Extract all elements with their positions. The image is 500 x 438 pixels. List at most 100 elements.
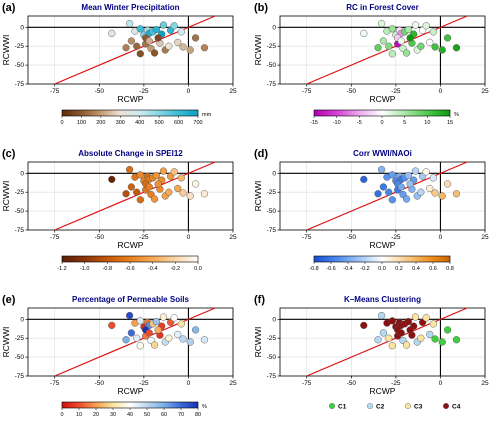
- y-tick-label: -50: [15, 354, 25, 361]
- data-point: [170, 22, 178, 30]
- x-axis-label: RCWP: [370, 386, 396, 396]
- data-point: [411, 167, 420, 175]
- data-point: [145, 329, 153, 337]
- data-point: [397, 37, 405, 45]
- panel-c: (c) Absolute Change in SPEI12 -75 -50 -25 0 25…: [1, 148, 237, 272]
- y-tick-label: 0: [20, 24, 24, 31]
- x-tick-label: -25: [391, 234, 401, 241]
- panel-f: (f) K–Means Clustering -75 -50 -25 0 25 0 -25 -50…: [253, 294, 489, 411]
- x-tick-label: -75: [302, 88, 312, 95]
- colorbar-tick-label: 700: [193, 120, 202, 126]
- data-point: [438, 338, 446, 346]
- data-point: [154, 326, 162, 334]
- plot-frame: [27, 307, 234, 377]
- y-tick-label: 0: [272, 24, 276, 31]
- colorbar: [61, 255, 199, 263]
- data-point: [150, 49, 159, 57]
- data-point: [385, 42, 393, 50]
- colorbar: [313, 255, 451, 263]
- data-point: [174, 330, 182, 339]
- data-point: [133, 188, 141, 196]
- colorbar-tick-label: -0.4: [343, 266, 352, 272]
- data-point: [374, 44, 382, 52]
- data-point: [127, 37, 136, 45]
- data-point: [179, 335, 187, 343]
- plot-frame: [279, 307, 486, 377]
- data-point: [165, 334, 173, 342]
- panel-label: (a): [2, 2, 16, 14]
- data-point: [360, 321, 368, 330]
- legend-label: C3: [414, 404, 423, 411]
- data-point: [417, 188, 425, 196]
- data-point: [422, 168, 430, 176]
- data-point: [438, 192, 446, 200]
- data-point: [422, 22, 430, 30]
- data-point: [154, 34, 162, 42]
- y-axis-label: RCWWI: [253, 327, 263, 358]
- data-point: [402, 195, 411, 203]
- colorbar-unit: %: [454, 112, 459, 118]
- y-axis-label: RCWWI: [253, 181, 263, 212]
- y-tick-label: -25: [267, 335, 277, 342]
- colorbar-tick-label: 200: [96, 120, 105, 126]
- panel-title: K–Means Clustering: [344, 295, 421, 304]
- colorbar-tick-label: 300: [116, 120, 125, 126]
- data-point: [125, 19, 134, 28]
- plot-frame: [27, 161, 234, 231]
- colorbar-tick-label: 40: [127, 412, 133, 418]
- x-tick-label: 25: [229, 380, 237, 387]
- data-point: [165, 42, 173, 50]
- data-point: [150, 341, 159, 349]
- panel-a: (a) Mean Winter Precipitation -75 -50 -25 0 25…: [1, 2, 237, 126]
- data-point: [122, 190, 130, 198]
- data-point: [177, 320, 185, 328]
- data-point: [152, 171, 160, 180]
- data-point: [186, 338, 194, 346]
- data-point: [388, 171, 396, 179]
- data-point: [186, 192, 194, 200]
- colorbar-unit: mm: [202, 112, 212, 118]
- data-point: [377, 311, 386, 320]
- one-to-one-line: [306, 307, 468, 377]
- x-tick-label: -50: [95, 88, 105, 95]
- x-tick-label: 0: [439, 380, 443, 387]
- colorbar-tick-label: -0.8: [309, 266, 318, 272]
- data-point: [179, 43, 187, 51]
- y-tick-label: -75: [15, 373, 25, 380]
- data-point: [152, 317, 160, 326]
- data-point: [377, 19, 386, 28]
- colorbar-tick-label: 0.0: [194, 266, 202, 272]
- y-tick-label: -75: [267, 81, 277, 88]
- data-point: [422, 314, 430, 322]
- y-tick-label: -25: [15, 43, 25, 50]
- panel-title: Corr WWI/NAOi: [353, 149, 412, 158]
- colorbar-tick-label: 20: [93, 412, 99, 418]
- data-point: [397, 329, 405, 337]
- plot-frame: [27, 15, 234, 85]
- data-point: [152, 25, 160, 34]
- legend-marker: [328, 402, 335, 409]
- legend-label: C4: [452, 404, 461, 411]
- data-point: [385, 188, 393, 196]
- x-tick-label: -25: [139, 380, 149, 387]
- legend-marker: [442, 402, 449, 409]
- data-point: [417, 42, 425, 50]
- data-point: [200, 190, 209, 198]
- data-point: [402, 341, 411, 349]
- data-point: [402, 49, 411, 57]
- x-tick-label: -25: [391, 88, 401, 95]
- data-point: [122, 44, 130, 52]
- one-to-one-line: [54, 15, 216, 85]
- data-point: [404, 25, 412, 34]
- x-tick-label: 0: [187, 234, 191, 241]
- data-point: [125, 165, 134, 174]
- legend-label: C2: [376, 404, 385, 411]
- colorbar-tick-label: 0.0: [378, 266, 386, 272]
- data-point: [136, 25, 144, 33]
- x-tick-label: -50: [347, 234, 357, 241]
- colorbar-tick-label: 0: [60, 412, 63, 418]
- x-tick-label: -50: [347, 380, 357, 387]
- legend-marker: [404, 402, 411, 409]
- plot-frame: [279, 161, 486, 231]
